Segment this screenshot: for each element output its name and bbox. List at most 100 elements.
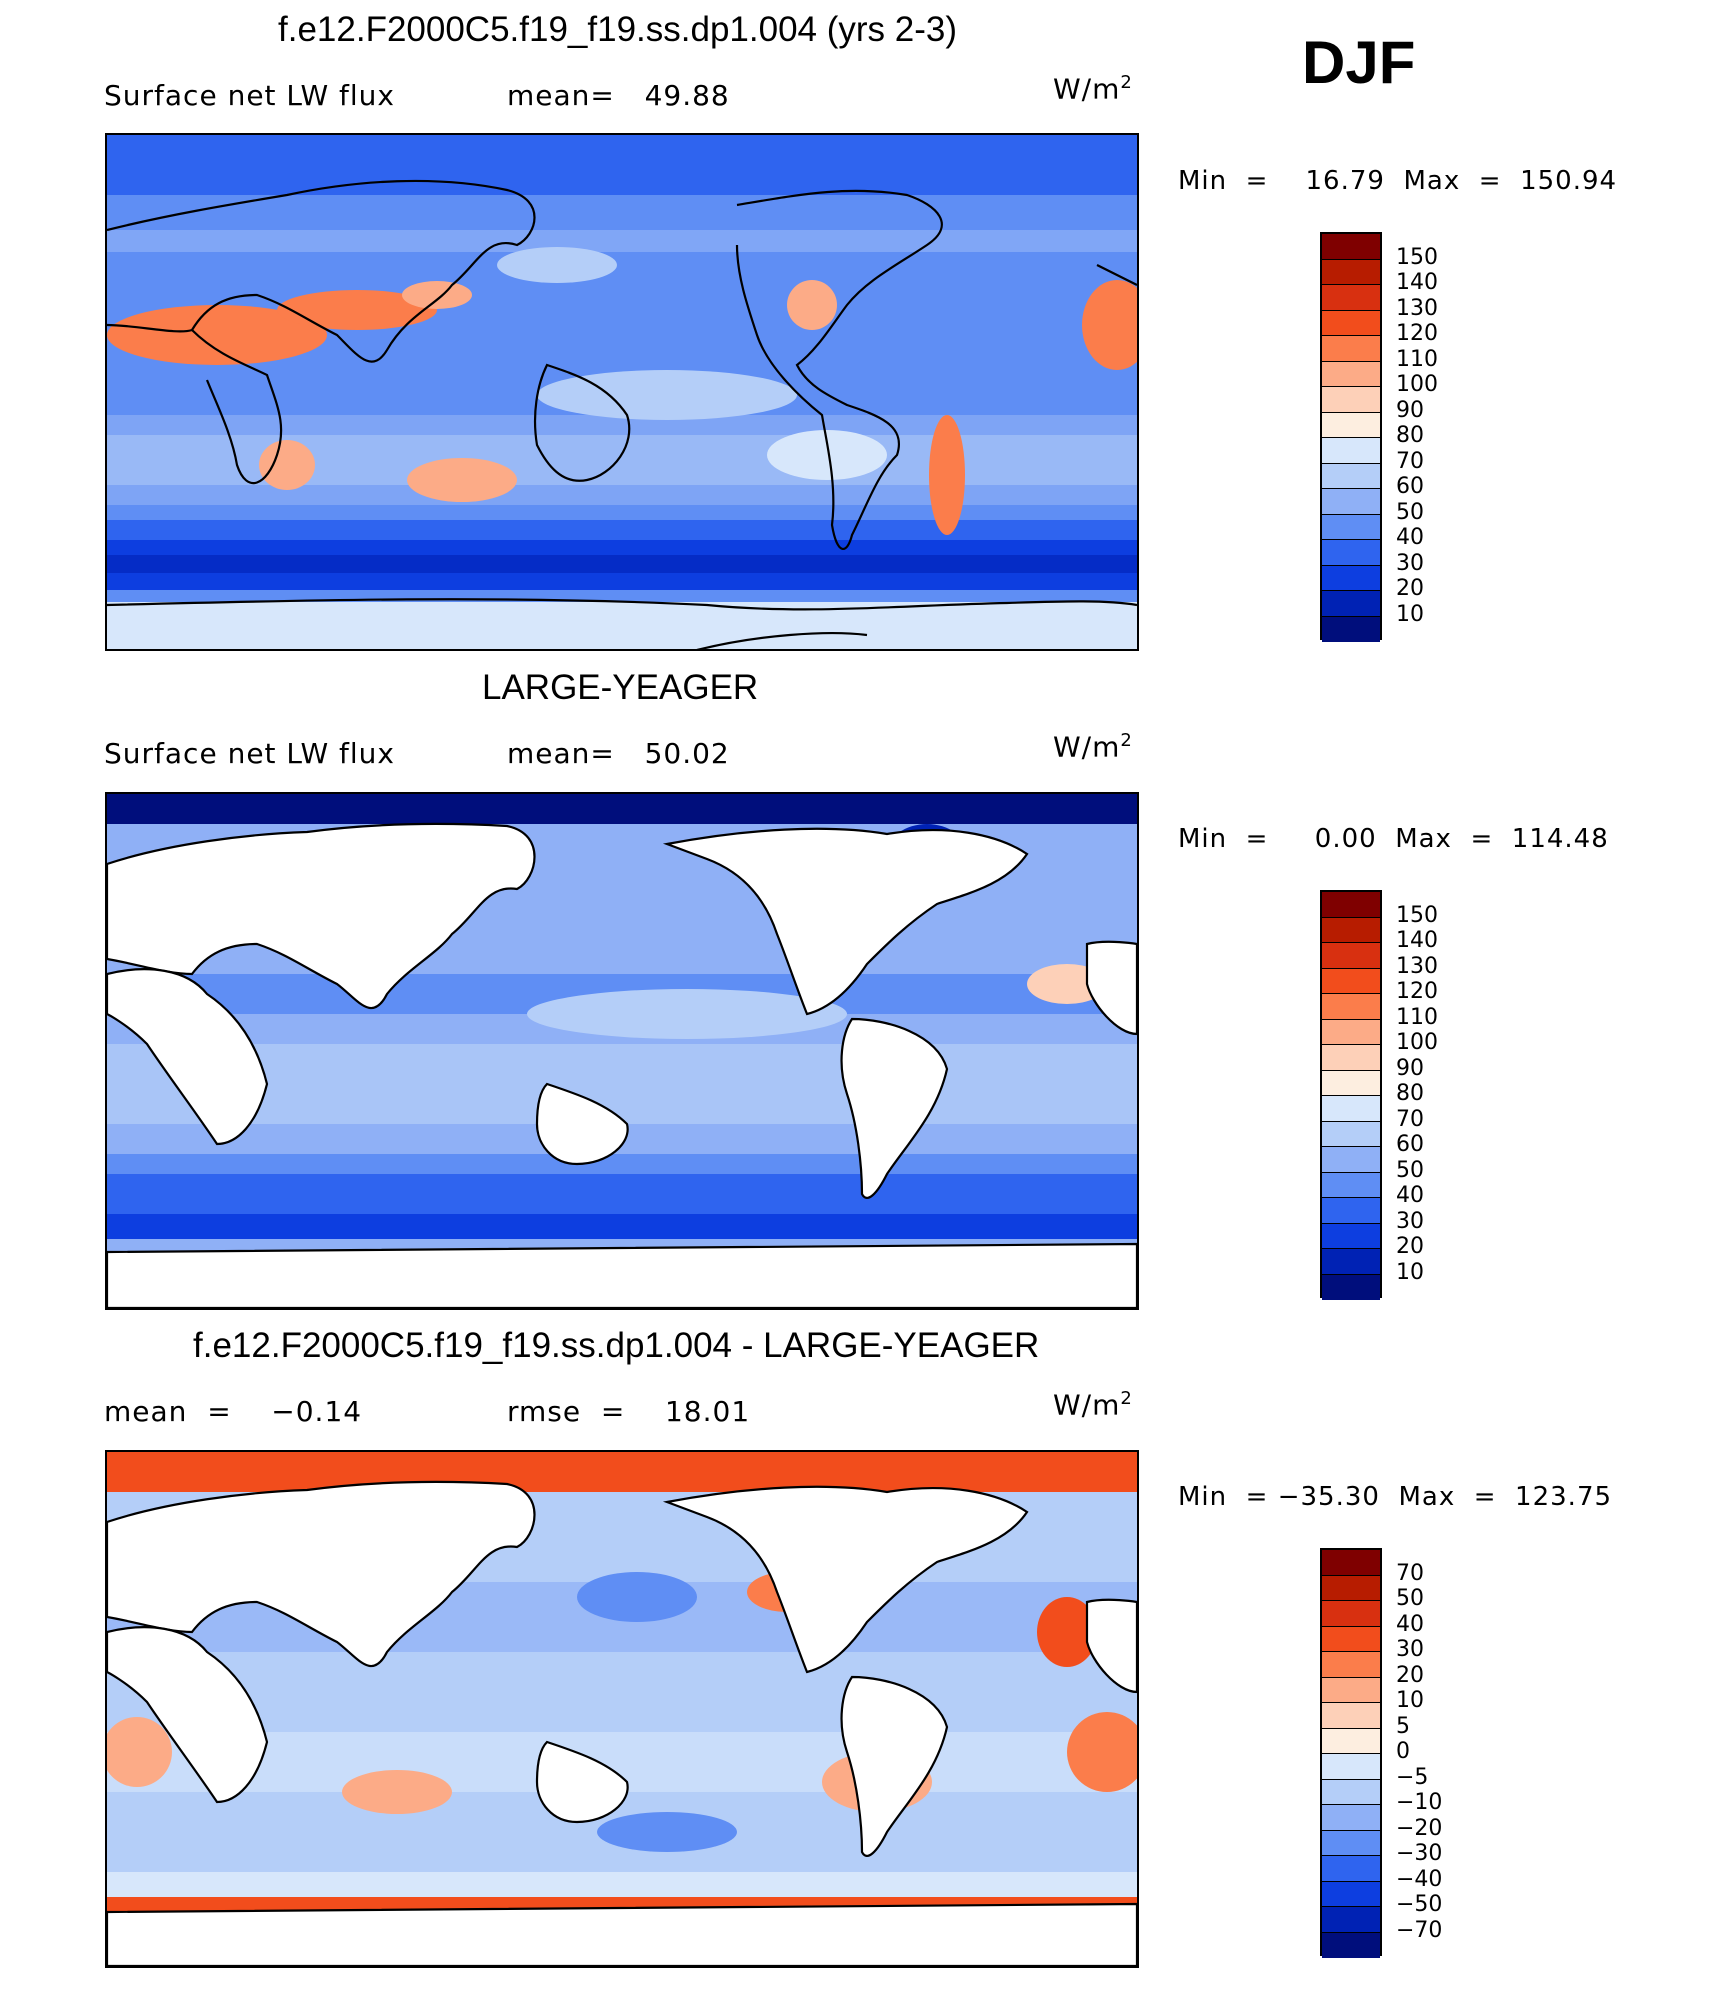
colorbar-segment <box>1322 1805 1380 1831</box>
colorbar-tick-label: 60 <box>1396 474 1424 499</box>
colorbar-tick-label: 10 <box>1396 1259 1424 1285</box>
colorbar-segment <box>1322 1172 1380 1198</box>
colorbar-segment <box>1322 1249 1380 1275</box>
colorbar-segment <box>1322 1728 1380 1754</box>
colorbar-segment <box>1322 1147 1380 1173</box>
colorbar-segment <box>1322 968 1380 994</box>
colorbar-tick-label: 80 <box>1396 1081 1424 1106</box>
panel-2-mean-label: mean= 50.02 <box>507 737 730 770</box>
colorbar-tick-label: 80 <box>1396 423 1424 448</box>
colorbar-segment <box>1322 387 1380 413</box>
colorbar-tick-label: 110 <box>1396 346 1438 372</box>
colorbar-segment <box>1322 1601 1380 1627</box>
colorbar-tick-label: 20 <box>1396 1662 1424 1688</box>
colorbar-tick-label: 50 <box>1396 1586 1424 1611</box>
colorbar-segment <box>1322 1019 1380 1045</box>
panel-3-minmax: Min = −35.30 Max = 123.75 <box>1178 1482 1613 1512</box>
colorbar-segment <box>1322 892 1380 918</box>
colorbar-tick-label: 40 <box>1396 1183 1424 1208</box>
colorbar-segment <box>1322 463 1380 489</box>
panel-1-minmax: Min = 16.79 Max = 150.94 <box>1178 166 1618 196</box>
colorbar-segment <box>1322 1830 1380 1856</box>
panel-3-colorbar <box>1320 1548 1382 1958</box>
panel-3-title: f.e12.F2000C5.f19_f19.ss.dp1.004 - LARGE… <box>193 1326 1040 1365</box>
colorbar-segment <box>1322 1550 1380 1576</box>
colorbar-segment <box>1322 361 1380 387</box>
colorbar-tick-label: 5 <box>1396 1713 1410 1739</box>
colorbar-segment <box>1322 1754 1380 1780</box>
colorbar-tick-label: 10 <box>1396 601 1424 627</box>
colorbar-segment <box>1322 1096 1380 1122</box>
panel-2-map <box>105 792 1139 1310</box>
colorbar-tick-label: 110 <box>1396 1004 1438 1030</box>
colorbar-segment <box>1322 1575 1380 1601</box>
colorbar-tick-label: 0 <box>1396 1739 1410 1764</box>
colorbar-segment <box>1322 234 1380 260</box>
colorbar-tick-label: 40 <box>1396 1611 1424 1637</box>
colorbar-tick-label: 30 <box>1396 1208 1424 1234</box>
colorbar-segment <box>1322 1274 1380 1300</box>
colorbar-segment <box>1322 1881 1380 1907</box>
colorbar-tick-label: 60 <box>1396 1132 1424 1157</box>
colorbar-tick-label: 100 <box>1396 1030 1438 1055</box>
colorbar-segment <box>1322 994 1380 1020</box>
colorbar-tick-label: 90 <box>1396 397 1424 423</box>
colorbar-segment <box>1322 1045 1380 1071</box>
colorbar-tick-label: 50 <box>1396 1157 1424 1183</box>
colorbar-segment <box>1322 1198 1380 1224</box>
colorbar-segment <box>1322 1070 1380 1096</box>
colorbar-segment <box>1322 285 1380 311</box>
panel-2-title: LARGE-YEAGER <box>482 668 759 707</box>
colorbar-segment <box>1322 591 1380 617</box>
panel-1-map <box>105 133 1139 651</box>
colorbar-segment <box>1322 1223 1380 1249</box>
colorbar-tick-label: −50 <box>1396 1892 1443 1917</box>
colorbar-tick-label: 40 <box>1396 525 1424 550</box>
panel-1-title: f.e12.F2000C5.f19_f19.ss.dp1.004 (yrs 2-… <box>278 10 958 49</box>
panel-1-units: W/m2 <box>1053 72 1133 106</box>
panel-2-variable-label: Surface net LW flux <box>104 737 395 770</box>
colorbar-tick-label: −5 <box>1396 1764 1429 1790</box>
colorbar-tick-label: 30 <box>1396 1637 1424 1662</box>
colorbar-segment <box>1322 310 1380 336</box>
panel-2-units: W/m2 <box>1053 730 1133 764</box>
colorbar-segment <box>1322 514 1380 540</box>
colorbar-tick-label: 150 <box>1396 902 1438 928</box>
panel-2-minmax: Min = 0.00 Max = 114.48 <box>1178 824 1609 854</box>
colorbar-tick-label: 120 <box>1396 979 1438 1004</box>
colorbar-tick-label: −30 <box>1396 1841 1443 1866</box>
panel-3-map <box>105 1450 1139 1968</box>
colorbar-tick-label: 120 <box>1396 321 1438 346</box>
colorbar-tick-label: 70 <box>1396 1560 1424 1586</box>
colorbar-tick-label: 90 <box>1396 1055 1424 1081</box>
panel-3-mean-label: mean = −0.14 <box>104 1395 363 1428</box>
colorbar-segment <box>1322 1121 1380 1147</box>
panel-1-mean-label: mean= 49.88 <box>507 79 730 112</box>
colorbar-segment <box>1322 259 1380 285</box>
colorbar-segment <box>1322 1677 1380 1703</box>
colorbar-tick-label: 130 <box>1396 295 1438 321</box>
colorbar-segment <box>1322 412 1380 438</box>
colorbar-segment <box>1322 1703 1380 1729</box>
colorbar-segment <box>1322 616 1380 642</box>
colorbar-tick-label: 10 <box>1396 1688 1424 1713</box>
colorbar-tick-label: 30 <box>1396 550 1424 576</box>
colorbar-tick-label: 100 <box>1396 372 1438 397</box>
panel-1-colorbar <box>1320 232 1382 642</box>
colorbar-segment <box>1322 540 1380 566</box>
colorbar-tick-label: −10 <box>1396 1790 1443 1815</box>
panel-3-units: W/m2 <box>1053 1388 1133 1422</box>
colorbar-tick-label: 20 <box>1396 1234 1424 1259</box>
colorbar-segment <box>1322 1652 1380 1678</box>
colorbar-segment <box>1322 489 1380 515</box>
panel-3-rmse-label: rmse = 18.01 <box>507 1395 751 1428</box>
panel-1-variable-label: Surface net LW flux <box>104 79 395 112</box>
season-label: DJF <box>1302 29 1416 96</box>
colorbar-tick-label: −70 <box>1396 1917 1443 1943</box>
colorbar-tick-label: 70 <box>1396 448 1424 474</box>
colorbar-segment <box>1322 917 1380 943</box>
colorbar-tick-label: −40 <box>1396 1866 1443 1892</box>
panel-2-colorbar <box>1320 890 1382 1300</box>
colorbar-tick-label: 20 <box>1396 576 1424 601</box>
colorbar-segment <box>1322 1626 1380 1652</box>
